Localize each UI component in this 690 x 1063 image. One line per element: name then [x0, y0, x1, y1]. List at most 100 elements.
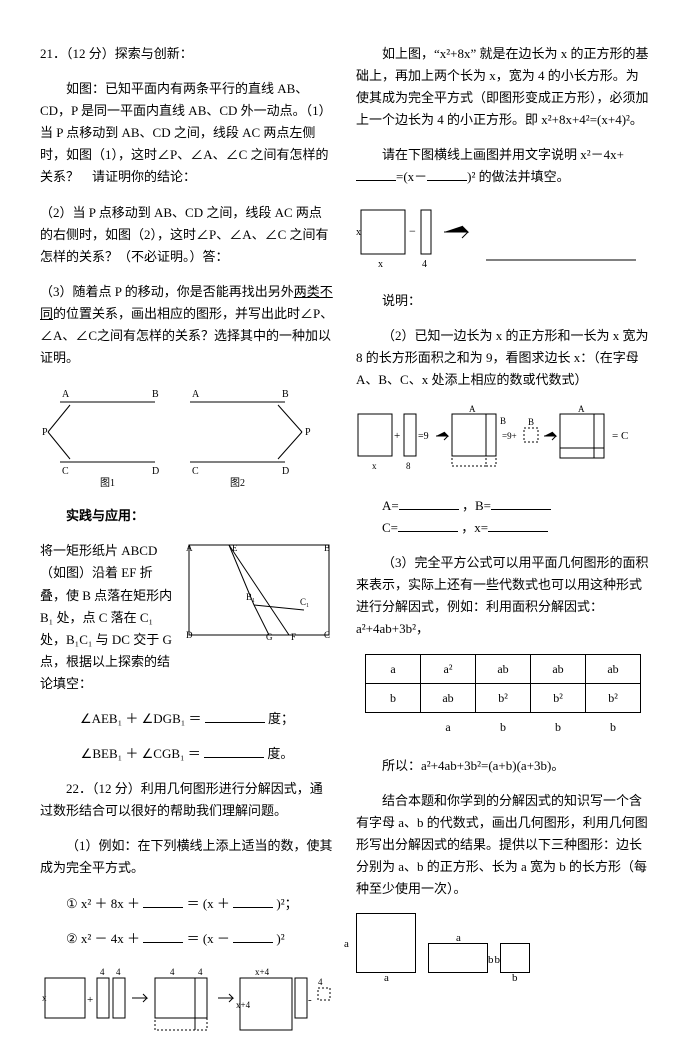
q22-header: 22．（12 分）利用几何图形进行分解因式，通过数形结合可以很好的帮助我们理解问…	[40, 778, 334, 822]
r-result: 所以：a²+4ab+3b²=(a+b)(a+3b)。	[356, 755, 650, 777]
cell: b²	[586, 683, 641, 712]
r-p1: 如上图，“x²+8x” 就是在边长为 x 的正方形的基础上，再加上两个长为 x，…	[356, 43, 650, 131]
svg-text:图2: 图2	[230, 477, 245, 489]
fill1-unit: 度；	[268, 711, 294, 726]
abc-c-blank[interactable]	[398, 518, 458, 532]
svg-text:x+4: x+4	[236, 1000, 251, 1010]
fill1-label: ∠AEB₁ ＋ ∠DGB₁ ＝	[80, 711, 202, 726]
shape-a-square: a a	[356, 913, 416, 973]
area-table: a a² ab ab ab b ab b² b² b² a b b b	[365, 654, 641, 742]
r-explain: 说明：	[356, 290, 650, 312]
fill1-blank[interactable]	[205, 709, 265, 723]
q21-p3: （3）随着点 P 的移动，你是否能再找出另外两类不同的位置关系，画出相应的图形，…	[40, 281, 334, 369]
practice-head: 实践与应用：	[40, 505, 334, 527]
left-column: 21．（12 分）探索与创新： 如图：已知平面内有两条平行的直线 AB、CD，P…	[40, 30, 334, 1033]
r-diagram-1: − x x 4	[356, 202, 646, 277]
r-p2-a: 请在下图横线上画图并用文字说明 x²－4x+	[382, 147, 624, 162]
svg-text:P: P	[305, 427, 311, 438]
q22-l2-blank2[interactable]	[233, 929, 273, 943]
svg-text:D: D	[152, 466, 159, 477]
svg-text:B: B	[324, 543, 330, 553]
q22-l1-a: ① x² ＋ 8x ＋	[66, 896, 140, 911]
q22-line1: ① x² ＋ 8x ＋ ＝ (x ＋ )²；	[40, 893, 334, 915]
svg-text:A: A	[186, 543, 193, 553]
svg-text:4: 4	[318, 977, 323, 987]
cell: b	[476, 713, 531, 742]
cell: a	[421, 713, 476, 742]
svg-text:x: x	[356, 227, 361, 238]
svg-text:x: x	[378, 259, 383, 270]
fill2-blank[interactable]	[204, 744, 264, 758]
r-p2-blank2[interactable]	[427, 167, 467, 181]
svg-text:B₁: B₁	[246, 592, 255, 602]
svg-text:C₁: C₁	[300, 597, 309, 607]
svg-text:+: +	[394, 430, 400, 442]
r-p2-blank1[interactable]	[356, 167, 396, 181]
abc-b-blank[interactable]	[491, 496, 551, 510]
svg-text:B: B	[152, 389, 159, 400]
svg-text:−: −	[409, 224, 416, 238]
abc-fill: A= ，B= C= ，x=	[356, 495, 650, 539]
q21-p3-a: （3）随着点 P 的移动，你是否能再找出另外	[40, 284, 294, 299]
cell: ab	[531, 654, 586, 683]
r-p3: （2）已知一边长为 x 的正方形和一长为 x 宽为 8 的长方形面积之和为 9，…	[356, 325, 650, 391]
svg-text:4: 4	[422, 259, 427, 270]
abc-c: C=	[382, 520, 398, 535]
cell: a	[366, 654, 421, 683]
table-row: a b b b	[366, 713, 641, 742]
r-p2: 请在下图横线上画图并用文字说明 x²－4x+ =(x－ )² 的做法并填空。	[356, 144, 650, 188]
q22-l1-b: ＝ (x ＋	[187, 896, 230, 911]
q22-l1-blank1[interactable]	[143, 894, 183, 908]
q21-p1: 如图：已知平面内有两条平行的直线 AB、CD，P 是同一平面内直线 AB、CD …	[40, 78, 334, 188]
r-p2-c: )² 的做法并填空。	[467, 169, 569, 184]
svg-text:P: P	[42, 427, 48, 438]
svg-text:= C: = C	[612, 430, 628, 442]
svg-text:D: D	[282, 466, 289, 477]
abc-a-blank[interactable]	[399, 496, 459, 510]
cell: a²	[421, 654, 476, 683]
cell: b²	[476, 683, 531, 712]
q21-figures: AB P CD 图1 AB P CD 图2	[40, 382, 334, 492]
svg-text:A: A	[62, 389, 70, 400]
cell: ab	[421, 683, 476, 712]
shapes-row: a a a b b b	[356, 913, 650, 973]
cell: b	[586, 713, 641, 742]
cell: ab	[586, 654, 641, 683]
fill2-unit: 度。	[267, 746, 293, 761]
q22-l2-c: )²	[276, 931, 284, 946]
svg-text:x: x	[372, 461, 377, 471]
svg-text:B: B	[528, 417, 534, 427]
table-row: a a² ab ab ab	[366, 654, 641, 683]
svg-text:-: -	[308, 994, 312, 1006]
svg-text:F: F	[291, 632, 296, 642]
q22-l2-blank1[interactable]	[143, 929, 183, 943]
abc-x-blank[interactable]	[488, 518, 548, 532]
q22-l2-b: ＝ (x －	[187, 931, 230, 946]
fill-line-2: ∠BEB₁ ＋ ∠CGB₁ ＝ 度。	[40, 743, 334, 765]
q22-l2-a: ② x² － 4x ＋	[66, 931, 140, 946]
svg-text:4: 4	[116, 967, 121, 977]
cell: b²	[531, 683, 586, 712]
svg-text:C: C	[62, 466, 69, 477]
svg-text:x+4: x+4	[255, 967, 270, 977]
cell	[366, 713, 421, 742]
svg-text:C: C	[324, 630, 330, 640]
fold-svg: AEB DC F B₁ G C₁	[184, 540, 334, 645]
right-column: 如上图，“x²+8x” 就是在边长为 x 的正方形的基础上，再加上两个长为 x，…	[356, 30, 650, 1033]
q22-l1-blank2[interactable]	[233, 894, 273, 908]
q22-line2: ② x² － 4x ＋ ＝ (x － )²	[40, 928, 334, 950]
abc-x: ，x=	[461, 520, 488, 535]
abc-b: ，B=	[462, 498, 491, 513]
cell: b	[366, 683, 421, 712]
r-p2-b: =(x－	[396, 169, 427, 184]
svg-text:A: A	[192, 389, 200, 400]
practice-text: 将一矩形纸片 ABCD（如图）沿着 EF 折叠，使 B 点落在矩形内 B₁ 处，…	[40, 540, 176, 695]
svg-text:4: 4	[198, 967, 203, 977]
q21-svg: AB P CD 图1 AB P CD 图2	[40, 382, 320, 492]
svg-text:4: 4	[170, 967, 175, 977]
q22-l1-c: )²；	[276, 896, 297, 911]
table-row: b ab b² b² b²	[366, 683, 641, 712]
svg-text:=9: =9	[418, 431, 429, 442]
r-diagram-2: + =9 =9+ = C x 8 A B B	[356, 404, 656, 482]
svg-text:D: D	[186, 630, 193, 640]
